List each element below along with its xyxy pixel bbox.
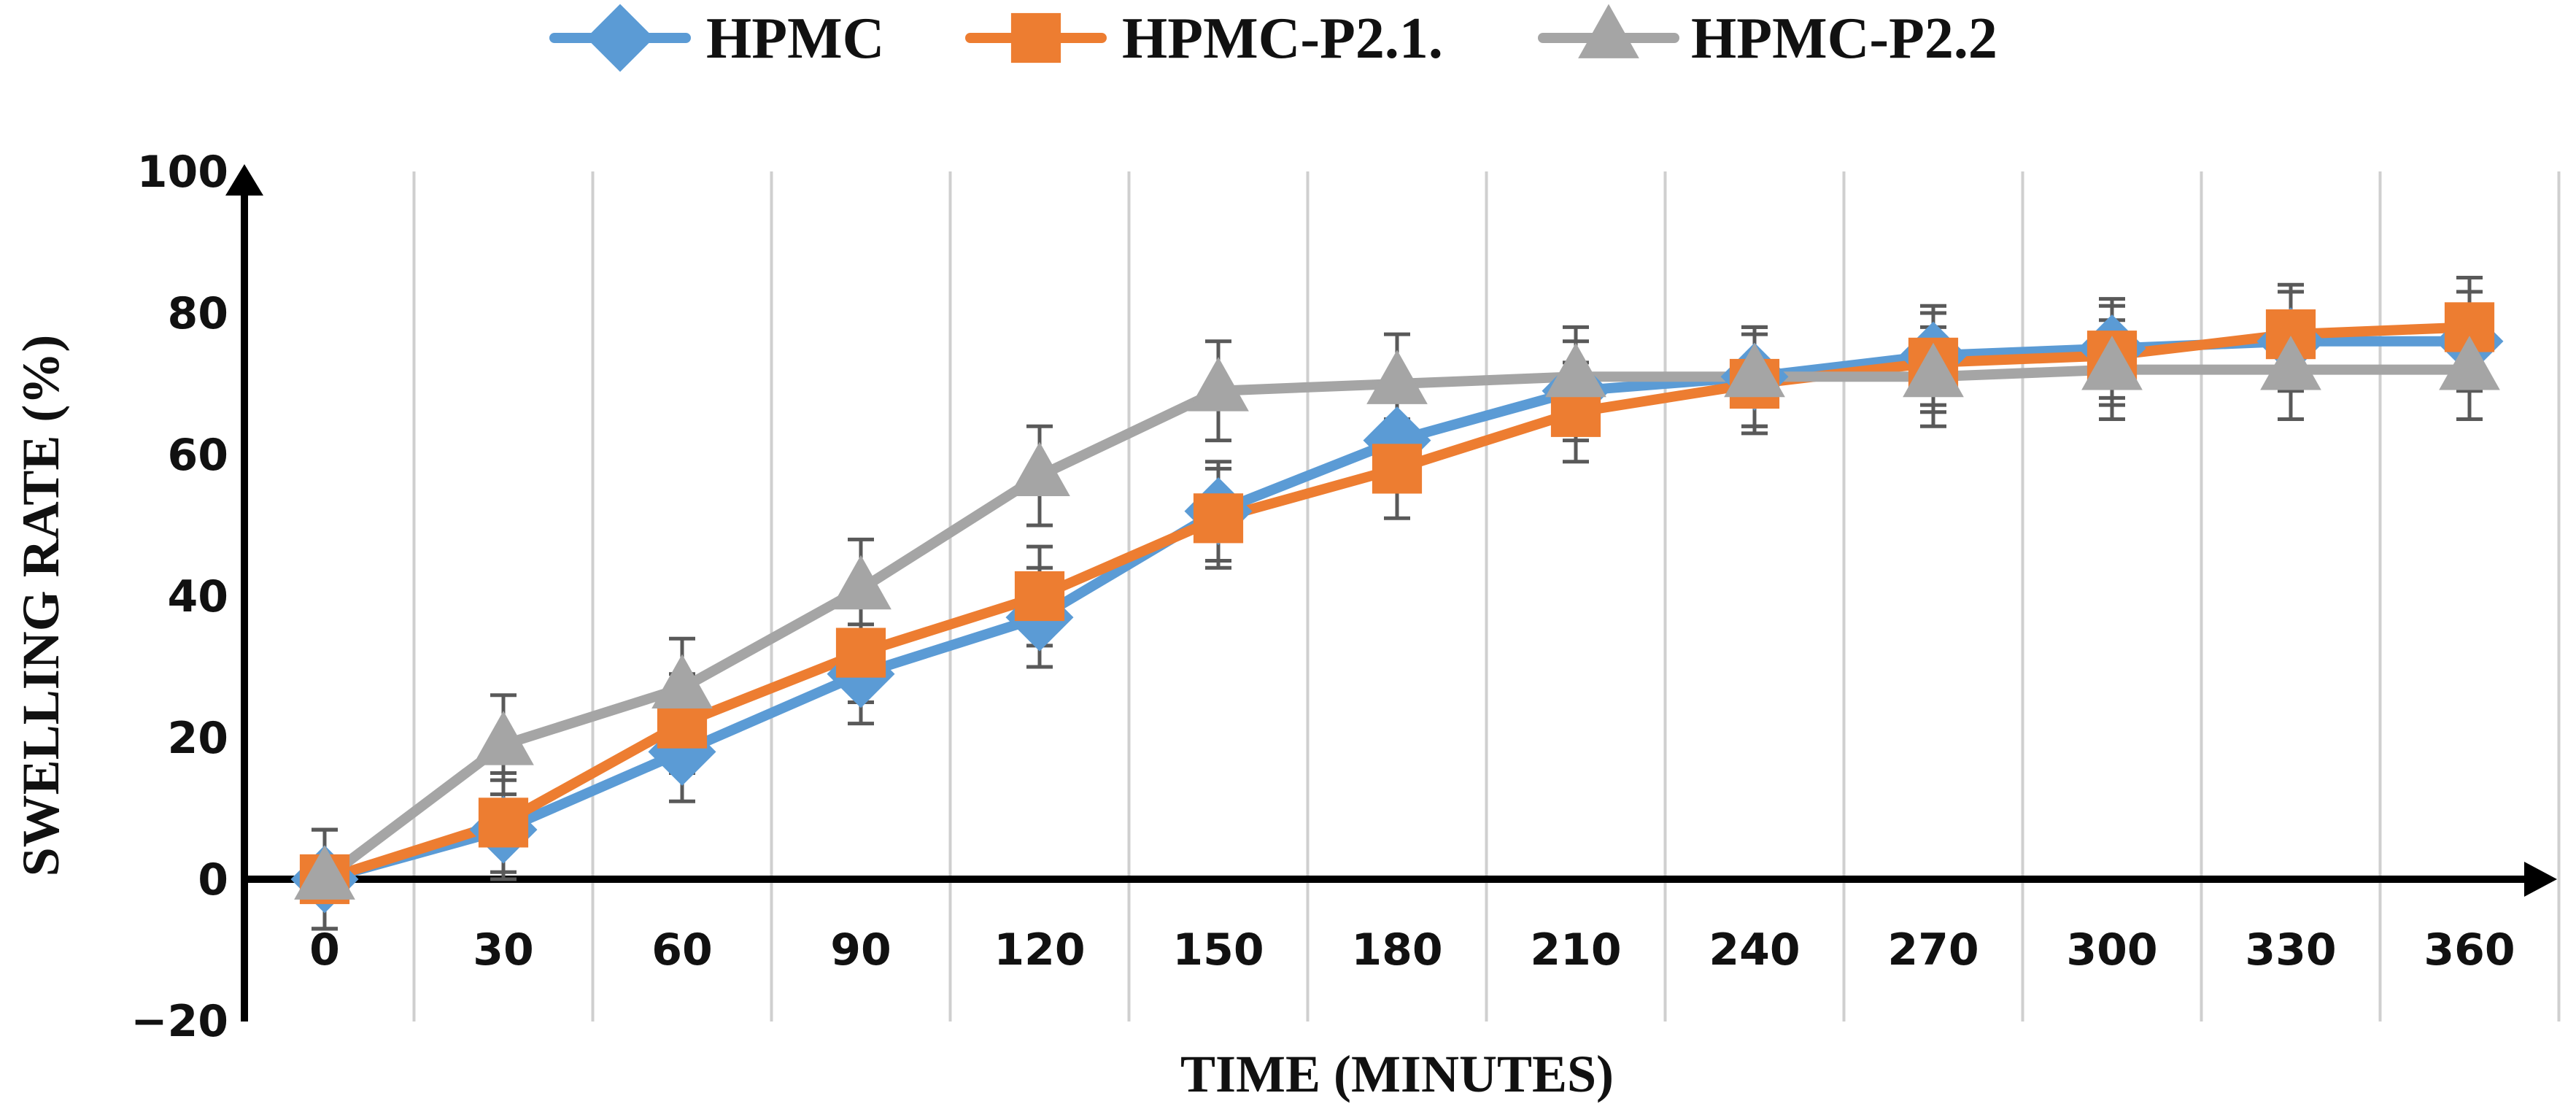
y-tick-label: 60 xyxy=(168,430,229,481)
x-axis-arrow xyxy=(2524,862,2557,897)
legend-item: HPMC xyxy=(549,4,884,72)
x-tick-label: 300 xyxy=(2066,924,2157,976)
y-tick-label: 100 xyxy=(137,147,228,198)
x-tick-label: 120 xyxy=(994,924,1085,976)
legend-marker xyxy=(1010,12,1061,63)
x-tick-label: 360 xyxy=(2424,924,2515,976)
data-point xyxy=(835,627,886,678)
x-axis-title: TIME (MINUTES) xyxy=(1180,1045,1614,1103)
data-point xyxy=(1545,342,1606,398)
data-point xyxy=(1014,571,1065,622)
y-tick-label: 80 xyxy=(168,288,229,339)
data-point xyxy=(2260,336,2321,390)
legend-item: HPMC-P2.2 xyxy=(1538,4,1997,71)
y-tick-label: −20 xyxy=(131,996,228,1047)
data-point xyxy=(651,654,713,708)
x-tick-label: 30 xyxy=(473,924,534,976)
data-point xyxy=(478,797,529,848)
x-tick-label: 60 xyxy=(651,924,713,976)
y-axis-arrow xyxy=(225,164,263,196)
data-point xyxy=(2439,336,2500,390)
x-tick-label: 0 xyxy=(309,924,340,976)
y-tick-label: 0 xyxy=(198,854,228,905)
legend-item: HPMC-P2.1. xyxy=(965,7,1443,71)
y-axis-title: SWELLING RATE (%) xyxy=(12,335,70,877)
legend-marker xyxy=(586,4,654,72)
legend-marker xyxy=(1578,4,1639,58)
legend-label: HPMC xyxy=(706,7,884,71)
tick-labels: −20 0 20 40 60 80 100 0 30 60 90 120 150 180 210 240 270… xyxy=(131,147,2515,1047)
data-point xyxy=(1372,444,1423,494)
grid-lines xyxy=(412,171,2561,1021)
data-point xyxy=(1366,349,1428,404)
data-point xyxy=(1193,493,1244,544)
x-tick-label: 90 xyxy=(830,924,891,976)
axes xyxy=(225,164,2557,1021)
x-tick-label: 270 xyxy=(1887,924,1979,976)
y-tick-label: 40 xyxy=(168,571,229,622)
legend-label: HPMC-P2.1. xyxy=(1122,7,1443,71)
x-tick-label: 240 xyxy=(1709,924,1800,976)
legend-label: HPMC-P2.2 xyxy=(1691,7,1997,71)
data-point xyxy=(294,845,355,900)
x-tick-label: 210 xyxy=(1530,924,1621,976)
data-point xyxy=(1903,342,1964,398)
x-tick-label: 150 xyxy=(1172,924,1264,976)
data-point xyxy=(1724,342,1785,398)
data-point xyxy=(830,555,891,610)
data-point xyxy=(1188,357,1249,412)
data-point xyxy=(2081,336,2143,390)
x-tick-label: 330 xyxy=(2245,924,2336,976)
data-point xyxy=(1009,441,1070,496)
legend: HPMC HPMC-P2.1. HPMC-P2.2 xyxy=(549,4,1997,72)
y-tick-label: 20 xyxy=(168,713,229,764)
data-point xyxy=(473,711,534,765)
x-tick-label: 180 xyxy=(1351,924,1442,976)
data-markers xyxy=(290,302,2504,914)
